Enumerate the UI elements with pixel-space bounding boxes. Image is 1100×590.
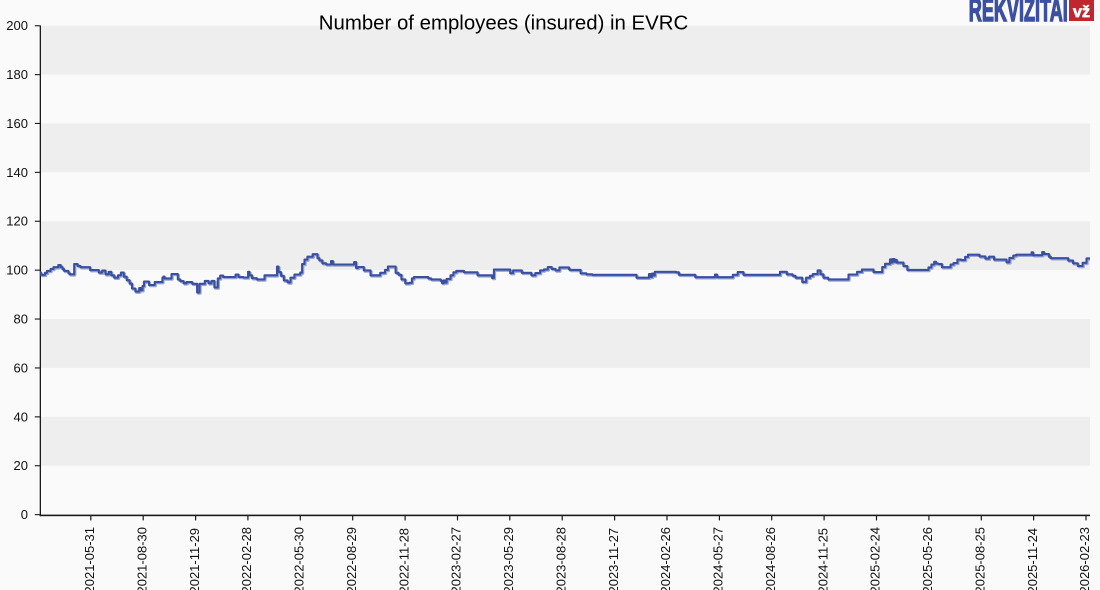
svg-text:2022-08-29: 2022-08-29 <box>344 527 359 590</box>
svg-text:2021-05-31: 2021-05-31 <box>82 527 97 590</box>
svg-text:2025-05-26: 2025-05-26 <box>920 527 935 590</box>
svg-text:Number of employees (insured): Number of employees (insured) in EVRC <box>319 12 688 34</box>
svg-text:2021-11-29: 2021-11-29 <box>187 528 202 590</box>
svg-text:0: 0 <box>21 507 28 522</box>
svg-text:40: 40 <box>14 409 28 424</box>
svg-text:60: 60 <box>14 360 28 375</box>
svg-text:20: 20 <box>14 458 28 473</box>
svg-text:2022-02-28: 2022-02-28 <box>239 527 254 590</box>
svg-text:2024-05-27: 2024-05-27 <box>711 527 726 590</box>
svg-text:80: 80 <box>14 312 28 327</box>
svg-text:2026-02-23: 2026-02-23 <box>1077 527 1092 590</box>
svg-text:2025-11-24: 2025-11-24 <box>1025 528 1040 590</box>
svg-text:2023-11-27: 2023-11-27 <box>606 528 621 590</box>
svg-text:120: 120 <box>6 214 28 229</box>
svg-text:2025-08-25: 2025-08-25 <box>973 527 988 590</box>
svg-text:2022-05-30: 2022-05-30 <box>292 527 307 590</box>
svg-text:vž: vž <box>1073 4 1090 21</box>
svg-text:100: 100 <box>6 263 28 278</box>
svg-text:200: 200 <box>6 18 28 33</box>
svg-text:2024-08-26: 2024-08-26 <box>763 527 778 590</box>
svg-text:160: 160 <box>6 116 28 131</box>
svg-text:2024-11-25: 2024-11-25 <box>815 528 830 590</box>
svg-text:2025-02-24: 2025-02-24 <box>868 527 883 590</box>
svg-text:140: 140 <box>6 165 28 180</box>
svg-text:2022-11-28: 2022-11-28 <box>396 528 411 590</box>
svg-text:2023-05-29: 2023-05-29 <box>501 527 516 590</box>
svg-text:2021-08-30: 2021-08-30 <box>134 527 149 590</box>
svg-text:2024-02-26: 2024-02-26 <box>658 527 673 590</box>
svg-text:2023-02-27: 2023-02-27 <box>449 527 464 590</box>
svg-text:180: 180 <box>6 67 28 82</box>
svg-text:2023-08-28: 2023-08-28 <box>553 527 568 590</box>
svg-text:REKVIZITAI: REKVIZITAI <box>969 0 1068 28</box>
